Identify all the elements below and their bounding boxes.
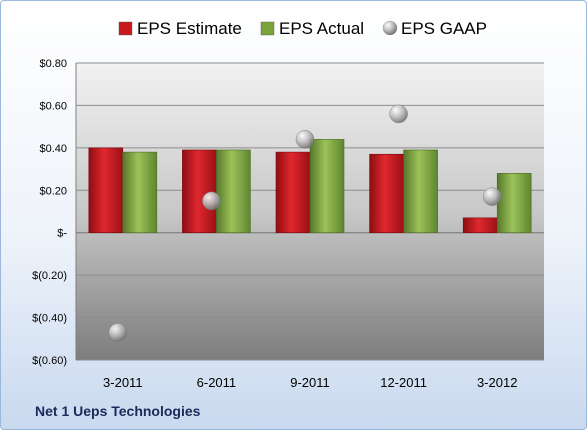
bar-eps-estimate	[462, 217, 498, 234]
bar-eps-estimate	[88, 147, 124, 234]
x-tick-label: 9-2011	[290, 375, 330, 390]
y-tick-label: $(0.60)	[32, 355, 67, 367]
y-tick-label: $0.20	[39, 185, 67, 197]
legend-label: EPS Actual	[279, 19, 364, 38]
bar-eps-actual	[309, 139, 345, 234]
bar-eps-actual	[216, 149, 251, 234]
point-eps-gaap	[108, 323, 128, 342]
legend-swatch	[118, 21, 133, 36]
y-tick-label: $0.60	[39, 100, 67, 112]
bar-eps-estimate	[369, 153, 404, 234]
point-eps-gaap	[295, 130, 315, 149]
bar-eps-estimate	[182, 149, 217, 234]
y-tick-label: $0.40	[39, 143, 67, 155]
legend-label: EPS Estimate	[137, 19, 242, 38]
legend-swatch	[260, 21, 275, 36]
x-tick-label: 3-2011	[103, 375, 143, 390]
point-eps-gaap	[389, 104, 408, 124]
y-tick-label: $0.80	[39, 58, 67, 70]
x-tick-label: 6-2011	[197, 375, 237, 390]
legend-label: EPS GAAP	[401, 19, 487, 38]
x-tick-label: 12-2011	[380, 375, 427, 390]
x-tick-label: 3-2012	[477, 375, 517, 390]
legend-swatch	[382, 20, 398, 36]
y-tick-label: $(0.40)	[32, 313, 67, 325]
y-tick-label: $-	[57, 228, 67, 240]
point-eps-gaap	[482, 187, 502, 206]
point-eps-gaap	[202, 191, 221, 211]
bar-eps-actual	[403, 149, 438, 234]
bar-eps-actual	[496, 173, 532, 234]
bar-eps-estimate	[275, 151, 311, 234]
y-tick-label: $(0.20)	[32, 270, 67, 282]
bar-eps-actual	[122, 151, 158, 234]
company-name: Net 1 Ueps Technologies	[35, 403, 201, 419]
